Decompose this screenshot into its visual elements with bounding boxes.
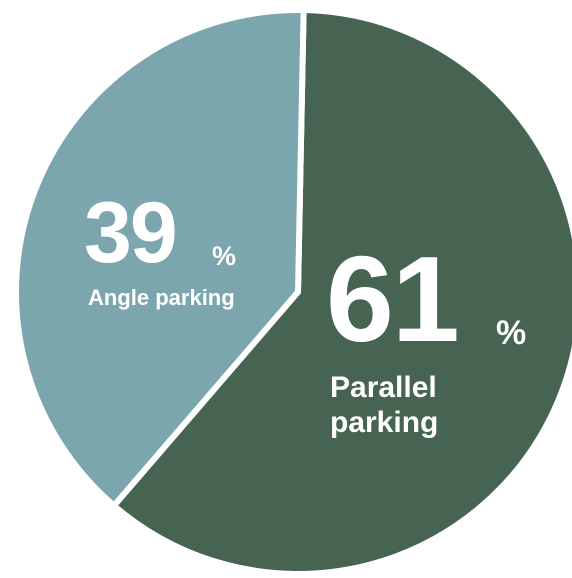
value-unit: %	[212, 241, 237, 271]
value-unit: %	[496, 314, 527, 352]
value-label: 61	[326, 231, 460, 367]
pie-slice	[13, 7, 307, 510]
pie-slice	[109, 6, 572, 577]
slice-label: Parallel parking	[330, 371, 439, 440]
value-label: 39	[84, 185, 178, 281]
slice-label: Angle parking	[88, 285, 235, 310]
